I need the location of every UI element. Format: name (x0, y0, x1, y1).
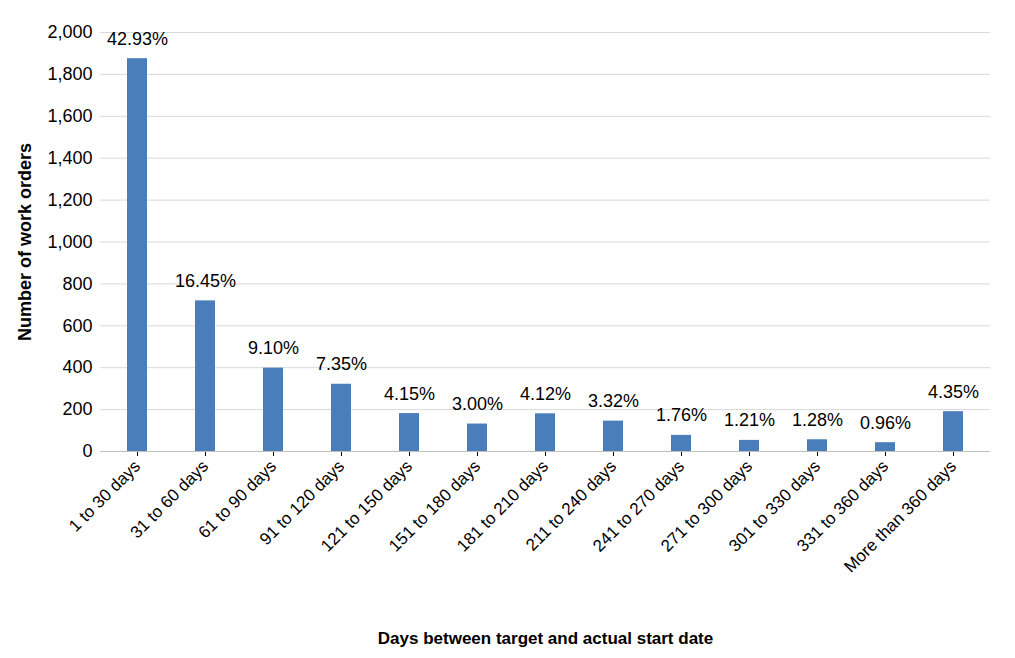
svg-text:1,000: 1,000 (47, 232, 92, 252)
svg-text:1,400: 1,400 (47, 148, 92, 168)
svg-text:42.93%: 42.93% (107, 29, 168, 49)
svg-text:200: 200 (62, 399, 92, 419)
svg-text:31 to 60 days: 31 to 60 days (126, 456, 213, 543)
svg-text:400: 400 (62, 357, 92, 377)
svg-text:4.15%: 4.15% (384, 384, 435, 404)
svg-text:301 to 330 days: 301 to 330 days (725, 456, 825, 556)
svg-text:1.21%: 1.21% (724, 410, 775, 430)
svg-text:121 to 150 days: 121 to 150 days (317, 456, 417, 556)
svg-text:9.10%: 9.10% (248, 338, 299, 358)
svg-text:271 to 300 days: 271 to 300 days (657, 456, 757, 556)
svg-text:0: 0 (82, 441, 92, 461)
svg-text:211 to 240 days: 211 to 240 days (522, 456, 621, 555)
svg-text:7.35%: 7.35% (316, 354, 367, 374)
svg-text:4.12%: 4.12% (520, 384, 571, 404)
svg-text:241 to 270 days: 241 to 270 days (589, 456, 689, 556)
svg-text:1,600: 1,600 (47, 106, 92, 126)
svg-text:91 to 120 days: 91 to 120 days (255, 456, 349, 549)
svg-text:1 to 30 days: 1 to 30 days (65, 456, 145, 536)
svg-text:600: 600 (62, 316, 92, 336)
svg-text:331 to 360 days: 331 to 360 days (793, 456, 893, 556)
svg-text:Days between target and actual: Days between target and actual start dat… (378, 629, 713, 648)
svg-text:1,800: 1,800 (47, 64, 92, 84)
svg-text:1.28%: 1.28% (792, 410, 843, 430)
svg-text:0.96%: 0.96% (860, 413, 911, 433)
svg-text:16.45%: 16.45% (175, 271, 236, 291)
svg-text:1.76%: 1.76% (656, 405, 707, 425)
svg-text:More than 360 days: More than 360 days (840, 457, 960, 577)
svg-text:3.00%: 3.00% (452, 394, 503, 414)
svg-text:181 to 210 days: 181 to 210 days (453, 456, 553, 556)
svg-text:4.35%: 4.35% (928, 382, 979, 402)
svg-text:800: 800 (62, 274, 92, 294)
svg-text:151 to 180 days: 151 to 180 days (385, 456, 485, 556)
svg-text:61 to 90 days: 61 to 90 days (194, 456, 281, 543)
svg-text:1,200: 1,200 (47, 190, 92, 210)
svg-text:Number of work orders: Number of work orders (15, 143, 35, 341)
svg-text:3.32%: 3.32% (588, 391, 639, 411)
svg-text:2,000: 2,000 (47, 22, 92, 42)
